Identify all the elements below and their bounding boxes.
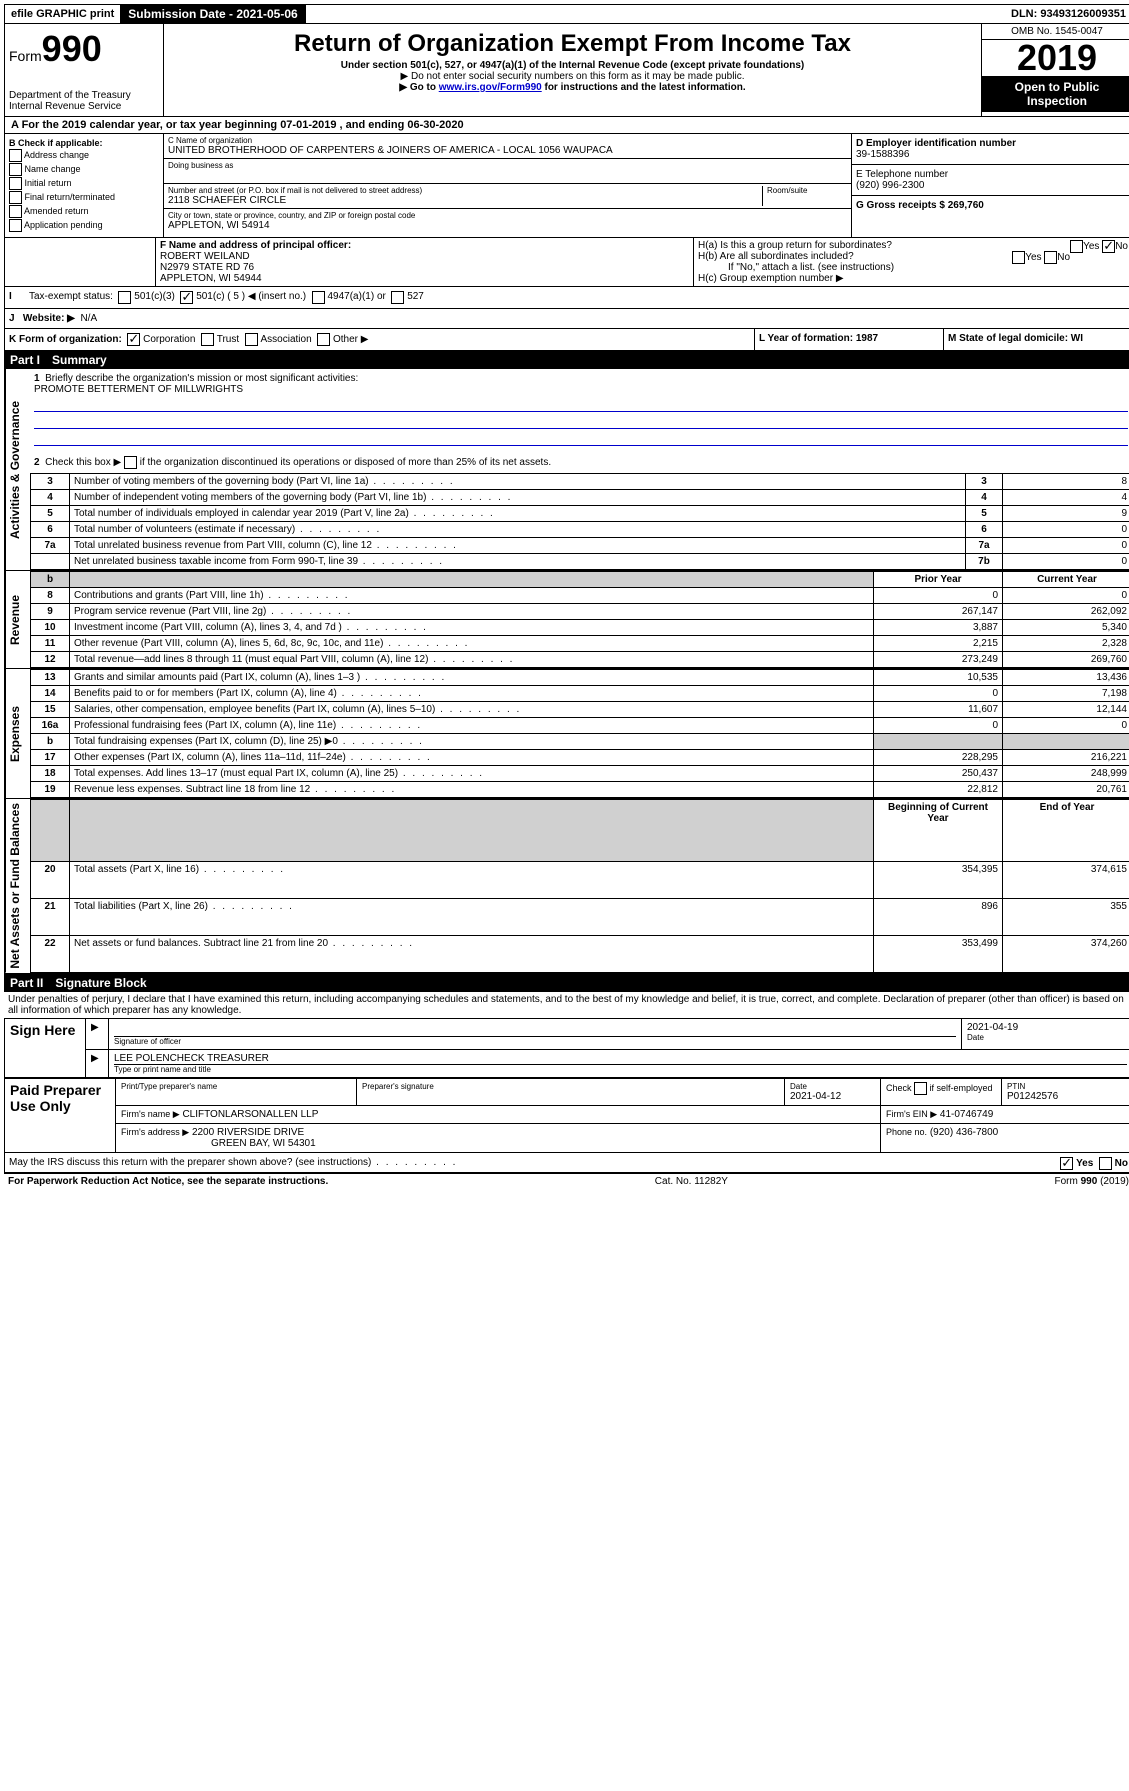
officer-name: LEE POLENCHECK TREASURER [114,1053,1127,1065]
revenue-table: bPrior YearCurrent Year8Contributions an… [30,571,1129,668]
chk-501c[interactable] [180,291,193,304]
paid-preparer-table: Paid Preparer Use Only Print/Type prepar… [4,1078,1129,1153]
irs-label: Internal Revenue Service [9,101,159,112]
vlabel-rev: Revenue [5,571,30,668]
header-right: OMB No. 1545-0047 2019 Open to Public In… [981,24,1129,116]
box-c: C Name of organization UNITED BROTHERHOO… [164,134,851,237]
box-right: D Employer identification number 39-1588… [851,134,1129,237]
perjury-text: Under penalties of perjury, I declare th… [4,992,1129,1018]
dept-label: Department of the Treasury [9,90,159,101]
form990-link[interactable]: www.irs.gov/Form990 [439,82,542,93]
efile-label: efile GRAPHIC print [5,6,120,22]
hb-yes[interactable] [1012,251,1025,264]
firm-addr: 2200 RIVERSIDE DRIVE [192,1127,304,1138]
open-public: Open to Public Inspection [982,76,1129,112]
vlabel-net: Net Assets or Fund Balances [5,799,30,973]
paid-preparer-label: Paid Preparer Use Only [5,1078,116,1152]
firm-ein: 41-0746749 [940,1109,993,1120]
chk-name[interactable] [9,163,22,176]
chk-self-employed[interactable] [914,1082,927,1095]
part1-header: Part I Summary [4,351,1129,369]
expenses-section: Expenses 13Grants and similar amounts pa… [4,669,1129,799]
box-h: H(a) Is this a group return for subordin… [694,238,1129,286]
chk-4947[interactable] [312,291,325,304]
chk-initial[interactable] [9,177,22,190]
form-note2: ▶ Go to www.irs.gov/Form990 for instruct… [168,82,977,93]
firm-phone: (920) 436-7800 [930,1127,998,1138]
netassets-section: Net Assets or Fund Balances Beginning of… [4,799,1129,974]
activities-governance: Activities & Governance 1 Briefly descri… [4,369,1129,571]
box-i: I Tax-exempt status: 501(c)(3) 501(c) ( … [5,286,1129,308]
chk-corp[interactable] [127,333,140,346]
hb-no[interactable] [1044,251,1057,264]
expenses-table: 13Grants and similar amounts paid (Part … [30,669,1129,798]
ein: 39-1588396 [856,149,909,160]
revenue-section: Revenue bPrior YearCurrent Year8Contribu… [4,571,1129,669]
part2-header: Part II Signature Block [4,974,1129,992]
org-city: APPLETON, WI 54914 [168,220,847,231]
tax-year: 2019 [982,40,1129,76]
discuss-yes[interactable] [1060,1157,1073,1170]
q1: Briefly describe the organization's miss… [45,373,358,384]
form-subtitle: Under section 501(c), 527, or 4947(a)(1)… [168,60,977,71]
discuss-row: May the IRS discuss this return with the… [4,1153,1129,1173]
chk-pending[interactable] [9,219,22,232]
discuss-no[interactable] [1099,1157,1112,1170]
ha-yes[interactable] [1070,240,1083,253]
netassets-table: Beginning of Current YearEnd of Year20To… [30,799,1129,973]
box-f: F Name and address of principal officer:… [156,238,694,286]
chk-address[interactable] [9,149,22,162]
footer: For Paperwork Reduction Act Notice, see … [4,1173,1129,1189]
q2: Check this box ▶ if the organization dis… [45,457,551,468]
info-block: B Check if applicable: Address change Na… [5,134,1129,237]
form-number: 990 [42,28,102,69]
chk-discontinued[interactable] [124,456,137,469]
header-left: Form990 Department of the Treasury Inter… [5,24,164,116]
chk-other[interactable] [317,333,330,346]
ha-no[interactable] [1102,240,1115,253]
form-prefix: Form [9,48,42,64]
sign-here-table: Sign Here ▶ Signature of officer 2021-04… [4,1018,1129,1078]
org-name: UNITED BROTHERHOOD OF CARPENTERS & JOINE… [168,145,847,156]
org-address: 2118 SCHAEFER CIRCLE [168,195,762,206]
form-title: Return of Organization Exempt From Incom… [168,30,977,58]
chk-final[interactable] [9,191,22,204]
chk-trust[interactable] [201,333,214,346]
form-note1: ▶ Do not enter social security numbers o… [168,71,977,82]
firm-name: CLIFTONLARSONALLEN LLP [182,1109,318,1120]
vlabel-exp: Expenses [5,669,30,798]
submission-label: Submission Date - 2021-05-06 [120,5,305,23]
top-rows-table: 3Number of voting members of the governi… [30,473,1129,570]
box-klm: K Form of organization: Corporation Trus… [5,328,1129,350]
chk-assoc[interactable] [245,333,258,346]
ptin: P01242576 [1007,1091,1127,1102]
phone: (920) 996-2300 [856,180,924,191]
box-b: B Check if applicable: Address change Na… [5,134,164,237]
gross-receipts: G Gross receipts $ 269,760 [856,200,984,211]
sign-date: 2021-04-19 [967,1022,1127,1033]
prep-date: 2021-04-12 [790,1091,875,1102]
top-bar: efile GRAPHIC print Submission Date - 20… [4,4,1129,24]
chk-501c3[interactable] [118,291,131,304]
chk-527[interactable] [391,291,404,304]
line-a: A For the 2019 calendar year, or tax yea… [5,117,1129,134]
form-header: Form990 Department of the Treasury Inter… [4,24,1129,117]
sign-here-label: Sign Here [5,1018,86,1077]
dln-label: DLN: 93493126009351 [1005,6,1129,22]
vlabel-gov: Activities & Governance [5,369,30,570]
header-center: Return of Organization Exempt From Incom… [164,24,981,116]
box-j: J Website: ▶ N/A [5,308,1129,328]
chk-amended[interactable] [9,205,22,218]
mission: PROMOTE BETTERMENT OF MILLWRIGHTS [34,384,243,395]
